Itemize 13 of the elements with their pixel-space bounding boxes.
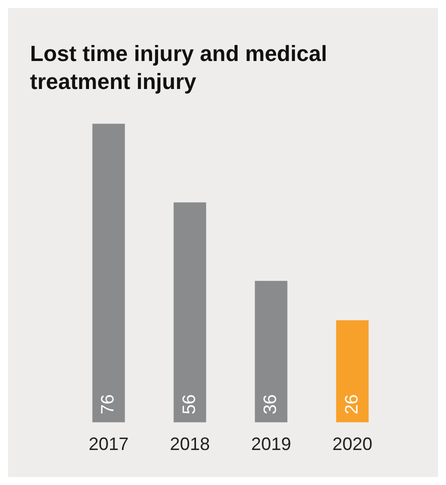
x-tick-label: 2020 <box>332 434 372 454</box>
x-tick-label: 2017 <box>88 434 129 454</box>
data-label: 76 <box>98 394 118 414</box>
bar <box>336 320 369 422</box>
x-tick-label: 2018 <box>170 434 210 454</box>
bar <box>254 280 288 422</box>
bar <box>92 124 125 422</box>
data-label: 36 <box>260 394 280 414</box>
x-tick-label: 2019 <box>251 434 292 454</box>
data-label: 26 <box>341 394 362 414</box>
data-label: 56 <box>178 394 199 414</box>
chart-title: Lost time injury and medical treatment injury <box>30 40 328 96</box>
bar <box>174 202 206 422</box>
